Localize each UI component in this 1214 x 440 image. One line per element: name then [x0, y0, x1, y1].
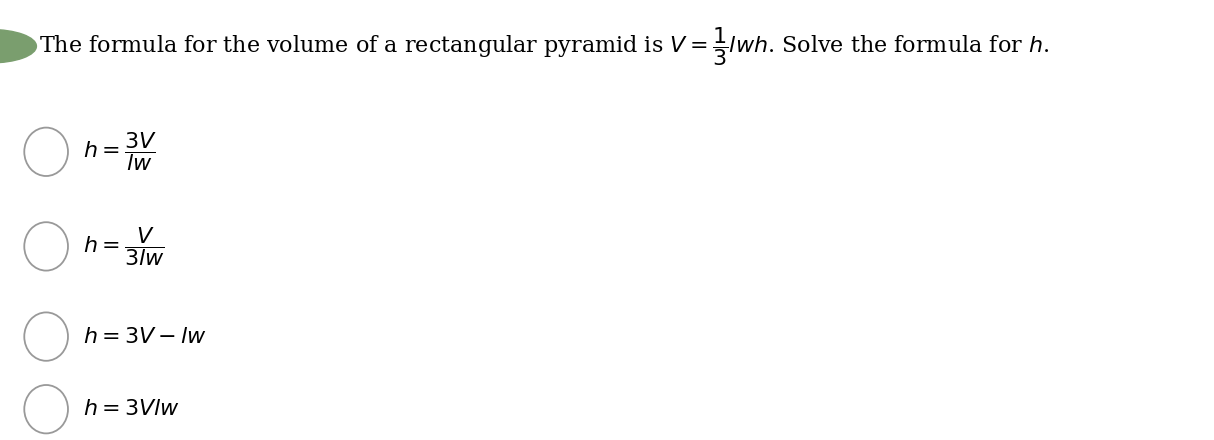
- Text: $h = \dfrac{V}{3lw}$: $h = \dfrac{V}{3lw}$: [83, 225, 165, 268]
- Text: $h = 3Vlw$: $h = 3Vlw$: [83, 398, 180, 420]
- Text: The formula for the volume of a rectangular pyramid is $V = \dfrac{1}{3}lwh$. So: The formula for the volume of a rectangu…: [39, 25, 1049, 68]
- Text: $h = \dfrac{3V}{lw}$: $h = \dfrac{3V}{lw}$: [83, 130, 157, 173]
- Text: $h = 3V - lw$: $h = 3V - lw$: [83, 326, 206, 348]
- Circle shape: [0, 29, 36, 63]
